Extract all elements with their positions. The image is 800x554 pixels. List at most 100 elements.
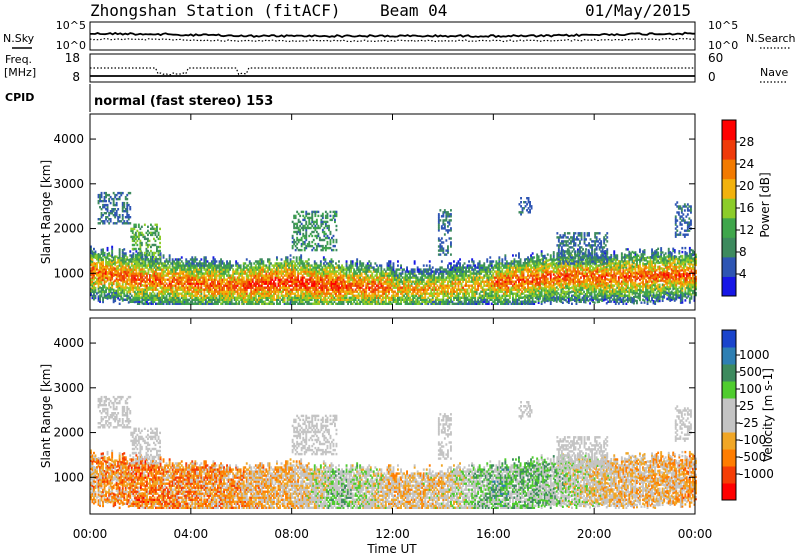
power-cell	[180, 272, 183, 275]
power-cell	[153, 270, 156, 273]
power-cell	[115, 261, 118, 264]
power-cell	[161, 286, 163, 289]
power-cell	[120, 271, 123, 274]
power-cell	[149, 284, 151, 287]
power-cell	[171, 264, 174, 267]
power-cell	[100, 272, 103, 276]
power-cell	[124, 268, 127, 271]
power-cell	[106, 295, 109, 298]
power-cell	[152, 262, 154, 265]
power-cell	[147, 270, 150, 273]
power-cell	[144, 280, 147, 283]
power-cell	[149, 259, 151, 263]
power-cell	[174, 286, 177, 289]
power-cell	[118, 264, 121, 267]
power-cell	[141, 292, 144, 295]
power-cell	[102, 300, 104, 304]
power-cell	[155, 286, 157, 289]
power-cell	[150, 280, 153, 283]
power-cell	[167, 272, 169, 275]
power-cell	[112, 280, 115, 284]
power-cell	[164, 266, 166, 269]
power-cell	[130, 284, 133, 287]
power-cell	[136, 260, 139, 263]
power-cell	[149, 292, 151, 295]
power-cell	[152, 272, 154, 275]
power-cell	[117, 297, 120, 300]
power-cell	[120, 267, 123, 270]
power-cell	[91, 254, 94, 257]
noise-strip-frame	[89, 21, 696, 51]
power-cell	[174, 298, 177, 301]
power-cell	[164, 274, 166, 277]
power-cell	[472, 260, 475, 263]
power-cell	[164, 296, 166, 299]
power-cell	[118, 252, 121, 255]
power-cell	[141, 263, 144, 267]
power-cell	[144, 266, 147, 269]
power-cell	[91, 252, 94, 255]
power-cell	[127, 273, 130, 276]
power-cell	[120, 261, 123, 264]
power-cell	[135, 274, 138, 277]
power-cell	[136, 290, 139, 293]
power-cell	[177, 260, 180, 263]
power-cell	[91, 290, 94, 294]
power-cell	[177, 264, 180, 267]
power-cell	[335, 262, 337, 265]
power-cell	[173, 292, 176, 295]
power-cell	[144, 296, 147, 299]
power-cell	[132, 286, 135, 289]
power-cell	[127, 277, 130, 280]
power-cell	[127, 271, 130, 274]
power-cell	[183, 276, 186, 279]
power-cell	[152, 258, 154, 261]
power-cell	[233, 276, 236, 279]
power-cell	[135, 272, 138, 275]
power-cell	[152, 302, 154, 305]
power-cell	[103, 268, 106, 271]
power-cell	[117, 256, 120, 260]
power-cell	[170, 288, 173, 291]
power-cell	[179, 258, 182, 261]
power-cell	[185, 268, 188, 271]
power-cell	[91, 294, 94, 298]
power-cell	[182, 276, 185, 279]
power-cell	[144, 288, 147, 291]
power-cell	[103, 251, 106, 255]
power-cell	[159, 266, 162, 269]
power-cell	[106, 271, 109, 274]
power-cell	[133, 268, 136, 271]
power-cell	[109, 290, 112, 294]
power-cell	[136, 296, 139, 299]
power-cell	[152, 260, 154, 263]
power-cell	[132, 280, 135, 283]
power-cell	[144, 292, 147, 295]
power-cell	[155, 276, 157, 279]
power-cell	[120, 285, 123, 288]
power-cell	[135, 260, 138, 263]
power-cell	[142, 280, 145, 283]
power-cell	[124, 272, 127, 275]
power-cell	[114, 293, 117, 296]
power-cell	[111, 285, 114, 289]
power-cell	[156, 274, 159, 277]
power-cell	[159, 296, 162, 299]
power-cell	[232, 264, 235, 267]
power-cell	[165, 302, 168, 305]
power-cell	[127, 275, 130, 278]
power-cell	[142, 296, 145, 299]
power-cell	[164, 284, 166, 287]
power-cell	[112, 266, 115, 269]
power-cell	[158, 282, 160, 285]
power-cell	[114, 279, 117, 282]
power-cell	[173, 260, 176, 263]
power-cell	[90, 245, 92, 248]
power-cell	[96, 282, 98, 285]
power-cell	[132, 270, 135, 273]
power-cell	[124, 282, 127, 285]
power-cell	[112, 260, 115, 263]
power-cell	[186, 288, 189, 291]
power-cell	[138, 260, 141, 263]
power-cell	[103, 296, 106, 299]
